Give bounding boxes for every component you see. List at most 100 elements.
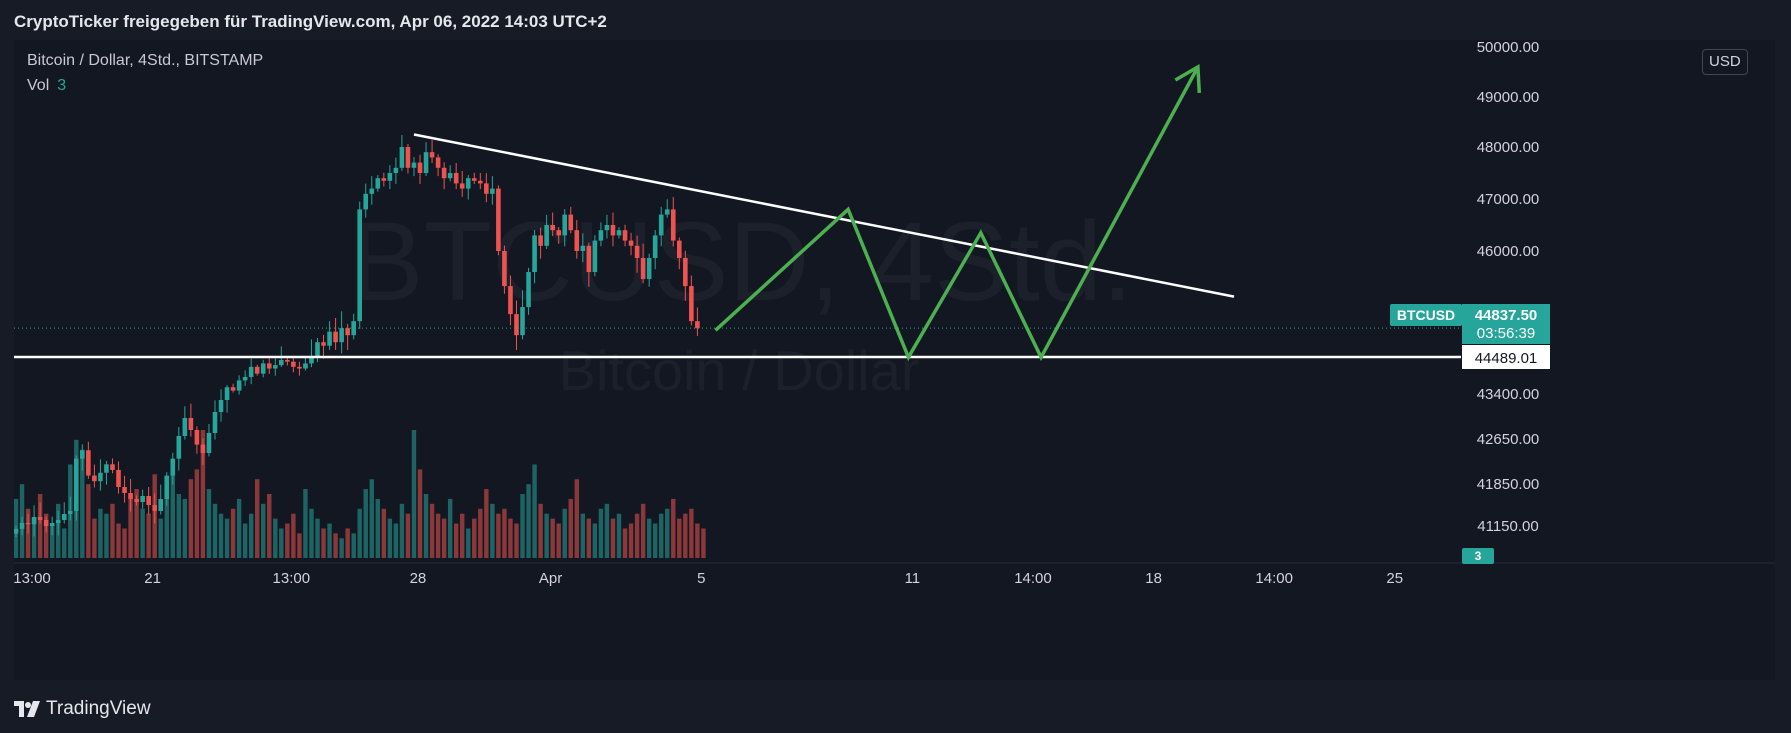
candle-body <box>164 475 170 499</box>
candle-body <box>616 230 622 236</box>
candle-body <box>622 230 628 241</box>
volume-bar <box>490 503 495 558</box>
volume-bar <box>200 430 206 558</box>
volume-bar <box>562 508 567 558</box>
support-price-badge: 44489.01 <box>1462 345 1550 369</box>
volume-bar <box>255 479 260 558</box>
candle-body <box>254 366 260 374</box>
volume-bar <box>248 513 254 558</box>
candle-body <box>550 225 555 231</box>
candle-body <box>182 418 188 436</box>
footer: TradingView <box>0 680 1791 733</box>
volume-bar <box>441 518 447 558</box>
candle-body <box>260 363 266 374</box>
candle-body <box>683 258 688 287</box>
price-tick-label: 46000.00 <box>1477 243 1540 260</box>
candle-body <box>496 188 501 251</box>
volume-bar <box>514 523 519 558</box>
time-tick-label: 14:00 <box>1014 570 1052 587</box>
candle-body <box>345 328 350 336</box>
chart-legend[interactable]: Bitcoin / Dollar, 4Std., BITSTAMP Vol 3 <box>27 52 263 102</box>
candle-body <box>381 178 387 181</box>
candle-body <box>586 245 592 273</box>
volume-bar <box>544 513 549 558</box>
currency-button[interactable]: USD <box>1702 49 1748 75</box>
publish-title: CryptoTicker freigegeben für TradingView… <box>14 12 607 31</box>
candle-body <box>61 514 67 520</box>
volume-bar <box>652 523 658 558</box>
volume-bar <box>556 523 561 558</box>
candle-body <box>303 363 308 369</box>
volume-bar <box>92 518 97 558</box>
descending-trendline[interactable] <box>413 133 1235 298</box>
candle-body <box>200 444 206 454</box>
volume-bar <box>297 533 302 558</box>
time-tick-label: 21 <box>144 570 161 587</box>
volume-bar <box>321 528 326 558</box>
price-tick-label: 41850.00 <box>1477 476 1540 493</box>
candle-body <box>544 225 549 246</box>
volume-badge: 3 <box>1462 548 1494 564</box>
candle-body <box>19 523 25 529</box>
candle-body <box>598 230 604 241</box>
candle-body <box>363 193 369 210</box>
volume-bar <box>381 508 387 558</box>
candle-body <box>604 225 610 231</box>
chart-area[interactable]: BTCUSD, 4Std. Bitcoin / Dollar 50000.00 4… <box>14 40 1775 680</box>
volume-bar <box>357 508 362 558</box>
candle-body <box>170 458 176 476</box>
volume-bar <box>484 489 489 558</box>
candle-body <box>272 365 278 369</box>
arrow-head-icon <box>1174 64 1202 94</box>
symbol-legend[interactable]: Bitcoin / Dollar, 4Std., BITSTAMP <box>27 52 264 69</box>
candle-body <box>98 472 103 482</box>
candle-body <box>538 235 543 246</box>
time-tick-label: 13:00 <box>273 570 311 587</box>
volume-bar <box>417 469 423 558</box>
volume-bar <box>460 513 465 558</box>
volume-bar <box>429 503 435 558</box>
candle-body <box>610 225 616 236</box>
candle-body <box>387 173 393 181</box>
volume-bar <box>279 528 284 558</box>
candle-body <box>248 366 254 378</box>
price-axis-bg[interactable] <box>1461 40 1775 563</box>
volume-bar <box>387 518 393 558</box>
volume-bar <box>671 498 676 558</box>
volume-bar <box>640 503 646 558</box>
candle-body <box>218 400 224 412</box>
candle-body <box>375 178 381 189</box>
volume-bar <box>677 518 682 558</box>
volume-bar <box>146 513 151 558</box>
volume-bar <box>369 479 374 558</box>
volume-bar <box>128 494 133 558</box>
volume-bar <box>604 503 610 558</box>
tradingview-logo[interactable]: TradingView <box>14 698 151 720</box>
candle-body <box>453 173 459 184</box>
candle-body <box>230 387 236 391</box>
watermark-name: Bitcoin / Dollar <box>558 339 919 402</box>
candle-body <box>435 157 441 168</box>
volume-bar <box>176 494 182 558</box>
candle-body <box>92 475 97 482</box>
volume-bar <box>701 528 706 558</box>
volume-legend[interactable]: Vol 3 <box>27 77 263 102</box>
top-bar: CryptoTicker freigegeben für TradingView… <box>0 0 1791 40</box>
candle-body <box>520 307 525 336</box>
candle-body <box>478 180 483 184</box>
candle-countdown: 03:56:39 <box>1477 325 1535 342</box>
volume-bar <box>43 513 49 558</box>
volume-bar <box>363 489 368 558</box>
candle-body <box>369 188 375 194</box>
projection-path[interactable] <box>714 66 1200 362</box>
watermark-symbol: BTCUSD, 4Std. <box>349 199 1133 324</box>
volume-bar <box>435 513 441 558</box>
price-chart[interactable]: BTCUSD, 4Std. Bitcoin / Dollar 50000.00 4… <box>14 40 1775 680</box>
candle-body <box>279 360 284 366</box>
volume-bar <box>628 523 634 558</box>
candle-body <box>266 363 272 369</box>
volume-bar <box>574 479 579 558</box>
volume-bar <box>568 498 573 558</box>
volume-bar <box>134 489 139 558</box>
time-tick-label: 25 <box>1386 570 1403 587</box>
